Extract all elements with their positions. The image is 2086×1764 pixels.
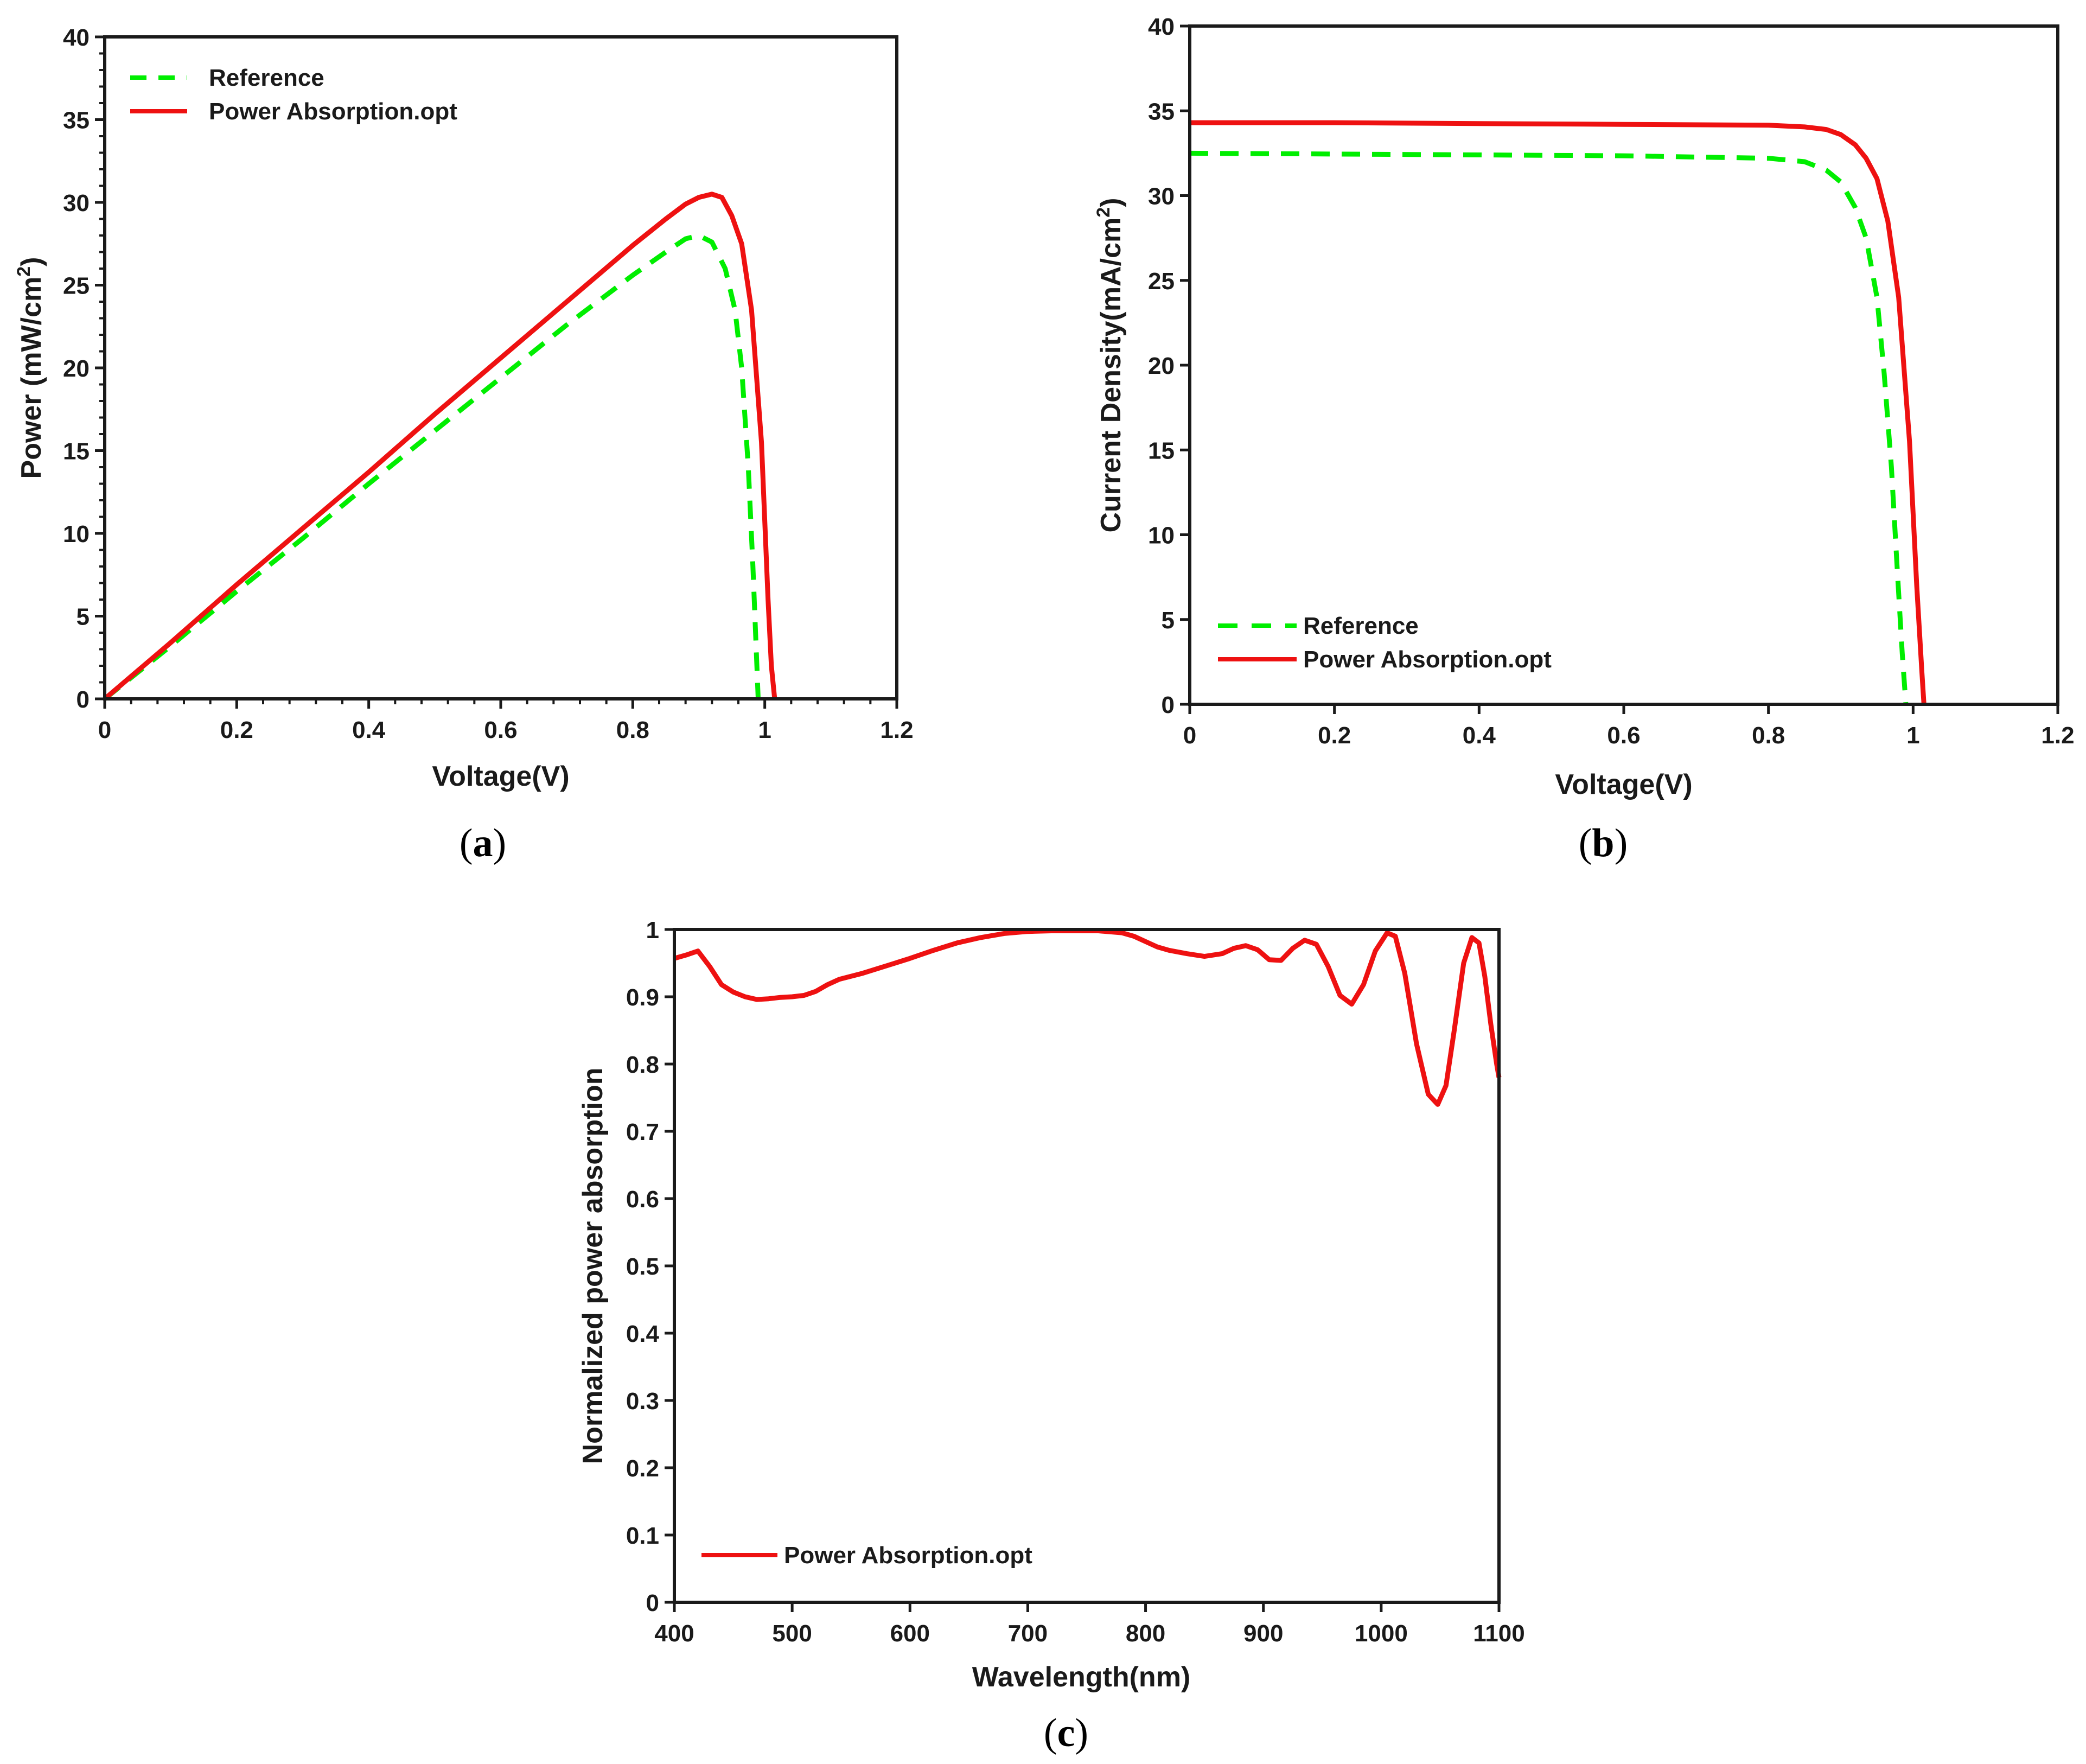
chart-a-x-tick-label: 1.2 — [880, 717, 913, 743]
chart-a-tick-labels: 0 0.2 0.4 0.6 0.8 1 1.2 0 5 10 15 20 25 30 35 40 — [63, 24, 914, 743]
chart-a-x-tick-label: 0.6 — [484, 717, 517, 743]
chart-a-y-tick-label: 30 — [63, 190, 90, 216]
chart-c-plot-frame — [673, 928, 1501, 1604]
chart-c-y-tick-label: 0.2 — [626, 1455, 659, 1482]
chart-a-y-axis-label-sup: 2 — [14, 266, 34, 277]
chart-b-y-tick-label: 35 — [1148, 98, 1175, 125]
chart-a-y-tick-label: 25 — [63, 273, 90, 300]
chart-c-panel-label: (c) — [1044, 1711, 1088, 1755]
chart-c-y-axis-label: Normalized power absorption — [577, 1068, 609, 1464]
chart-c-series-power-absorption-opt-line — [673, 928, 1502, 1107]
chart-b-legend: Reference Power Absorption.opt — [1218, 613, 1552, 673]
chart-b-series-layer — [1189, 120, 1926, 705]
chart-c-x-axis-label: Wavelength(nm) — [972, 1661, 1191, 1693]
chart-a-x-tick-label: 0.8 — [616, 717, 649, 743]
chart-b-y-axis-label-sup: 2 — [1093, 207, 1114, 218]
chart-a-series-reference-line — [103, 233, 761, 701]
chart-b-x-tick-label: 0.4 — [1463, 722, 1496, 749]
chart-a-y-axis-label: Power (mW/cm2) — [14, 257, 47, 479]
chart-c-x-tick-label: 400 — [654, 1620, 694, 1647]
chart-a-y-tick-label: 5 — [76, 604, 90, 631]
chart-a-series-power-absorption-opt-line — [103, 192, 777, 701]
chart-c-normalized-absorption: 400 500 600 700 800 900 1000 1100 0 0.1 0.2 0.3 0.4 0… — [577, 917, 1525, 1755]
chart-c-y-tick-label: 1 — [646, 917, 659, 944]
chart-b-ticks — [1180, 24, 2059, 714]
chart-c-y-tick-label: 0 — [646, 1590, 659, 1616]
chart-b-plot-frame — [1188, 24, 2059, 706]
chart-a-y-tick-label: 10 — [63, 521, 90, 547]
chart-c-series-layer — [673, 928, 1502, 1107]
chart-a-y-tick-label: 0 — [76, 686, 90, 713]
chart-a-ticks — [95, 35, 898, 709]
chart-b-y-tick-label: 0 — [1162, 692, 1175, 718]
chart-b-y-tick-label: 20 — [1148, 353, 1175, 379]
chart-a-x-tick-label: 0.2 — [220, 717, 253, 743]
chart-a-legend-label-reference: Reference — [209, 65, 324, 91]
chart-a-y-tick-label: 15 — [63, 438, 90, 465]
chart-b-y-tick-label: 5 — [1162, 607, 1175, 634]
chart-c-y-tick-label: 0.8 — [626, 1052, 659, 1078]
chart-b-y-tick-label: 15 — [1148, 437, 1175, 464]
chart-a-x-tick-label: 1 — [758, 717, 771, 743]
chart-a-legend-label-power-absorption: Power Absorption.opt — [209, 98, 457, 125]
chart-b-series-power-absorption-opt-line — [1190, 120, 1926, 705]
chart-a-y-axis-label-close: ) — [16, 257, 47, 266]
chart-c-x-tick-label: 1100 — [1473, 1620, 1524, 1647]
chart-c-y-tick-label: 0.9 — [626, 984, 659, 1011]
chart-b-y-axis-label-close: ) — [1095, 198, 1127, 207]
chart-c-legend-label-power-absorption: Power Absorption.opt — [784, 1542, 1032, 1569]
chart-a-y-tick-label: 20 — [63, 355, 90, 382]
chart-a-panel-letter: a — [473, 821, 493, 865]
chart-a-x-tick-label: 0.4 — [352, 717, 386, 743]
chart-b-x-tick-label: 0.8 — [1752, 722, 1785, 749]
chart-c-y-tick-label: 0.7 — [626, 1119, 659, 1145]
chart-b-y-axis-label: Current Density(mA/cm2) — [1093, 198, 1127, 532]
chart-b-y-tick-label: 25 — [1148, 268, 1175, 295]
chart-c-x-tick-label: 600 — [890, 1620, 930, 1647]
chart-b-panel-label: (b) — [1579, 821, 1628, 865]
chart-c-y-tick-label: 0.4 — [626, 1321, 660, 1347]
chart-b-x-tick-label: 1.2 — [2041, 722, 2074, 749]
chart-a-x-axis-label: Voltage(V) — [432, 761, 569, 792]
chart-b-y-axis-label-main: Current Density(mA/cm — [1095, 218, 1127, 533]
chart-c-legend: Power Absorption.opt — [701, 1542, 1032, 1569]
chart-a-y-axis-label-main: Power (mW/cm — [16, 277, 47, 479]
chart-b-y-tick-label: 30 — [1148, 183, 1175, 210]
chart-a-series-layer — [103, 192, 777, 701]
chart-c-x-tick-label: 900 — [1243, 1620, 1283, 1647]
chart-a-y-tick-label: 40 — [63, 24, 90, 51]
chart-a-panel-label: (a) — [460, 821, 506, 865]
chart-c-y-tick-label: 0.1 — [626, 1523, 659, 1549]
chart-b-series-reference-line — [1189, 150, 1909, 705]
chart-a-x-tick-label: 0 — [98, 717, 111, 743]
chart-a-legend: Reference Power Absorption.opt — [130, 65, 457, 125]
chart-b-y-tick-label: 40 — [1148, 14, 1175, 40]
chart-c-panel-letter: c — [1057, 1711, 1075, 1755]
chart-b-legend-label-reference: Reference — [1303, 613, 1419, 639]
chart-c-y-tick-label: 0.6 — [626, 1186, 659, 1213]
chart-b-current-voltage: 0 0.2 0.4 0.6 0.8 1 1.2 0 5 10 15 20 25 30 35 40 Refere… — [1093, 14, 2075, 865]
chart-b-y-tick-label: 10 — [1148, 523, 1175, 549]
chart-b-tick-labels: 0 0.2 0.4 0.6 0.8 1 1.2 0 5 10 15 20 25 30 35 40 — [1148, 14, 2075, 749]
chart-c-tick-labels: 400 500 600 700 800 900 1000 1100 0 0.1 0.2 0.3 0.4 0… — [626, 917, 1525, 1647]
chart-a-y-tick-label: 35 — [63, 107, 90, 134]
chart-a-power-voltage: 0 0.2 0.4 0.6 0.8 1 1.2 0 5 10 15 20 25 30 35 40 Refere… — [14, 24, 914, 865]
chart-c-x-tick-label: 700 — [1008, 1620, 1048, 1647]
chart-c-y-tick-label: 0.5 — [626, 1253, 659, 1280]
chart-b-x-axis-label: Voltage(V) — [1555, 769, 1692, 800]
chart-b-panel-letter: b — [1592, 821, 1614, 865]
chart-b-x-tick-label: 0 — [1183, 722, 1196, 749]
chart-c-x-tick-label: 800 — [1126, 1620, 1165, 1647]
chart-c-ticks — [665, 928, 1501, 1612]
chart-c-x-tick-label: 1000 — [1355, 1620, 1408, 1647]
chart-b-x-tick-label: 0.6 — [1607, 722, 1640, 749]
chart-b-x-tick-label: 1 — [1906, 722, 1919, 749]
chart-c-x-tick-label: 500 — [772, 1620, 812, 1647]
chart-b-x-tick-label: 0.2 — [1318, 722, 1351, 749]
chart-c-y-tick-label: 0.3 — [626, 1388, 659, 1415]
chart-b-legend-label-power-absorption: Power Absorption.opt — [1303, 646, 1552, 673]
